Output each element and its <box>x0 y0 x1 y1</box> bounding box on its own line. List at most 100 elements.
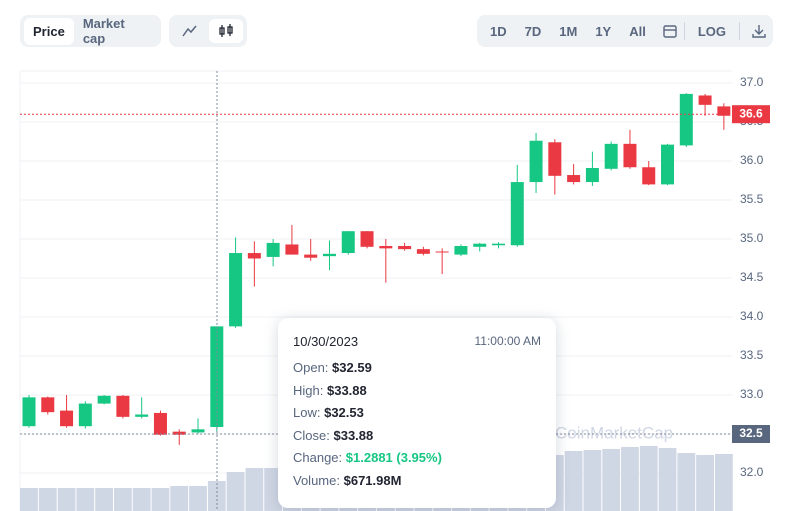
y-tick-label: 35.0 <box>740 231 764 245</box>
last-price-label: 36.6 <box>739 106 763 120</box>
candle-body <box>304 254 318 258</box>
volume-bar <box>714 453 733 511</box>
tooltip-row: Volume: $671.98M <box>293 473 401 488</box>
watermark: CoinMarketCap <box>555 423 673 442</box>
tooltip-row: Low: $32.53 <box>293 405 364 420</box>
volume-bar <box>151 487 170 511</box>
tooltip-row: Change: $1.2881 (3.95%) <box>293 450 442 465</box>
volume-bar <box>226 471 245 511</box>
tooltip-label: Open: <box>293 360 329 375</box>
tooltip-label: Volume: <box>293 472 340 488</box>
tooltip-label: Low: <box>293 405 321 420</box>
volume-bar <box>38 487 57 511</box>
candle-body <box>454 246 468 255</box>
sep <box>684 22 685 40</box>
candle-body <box>78 403 92 427</box>
candle-body <box>97 395 111 404</box>
y-tick-label: 34.5 <box>740 270 764 284</box>
candle-body <box>698 95 712 105</box>
candle-body <box>567 175 581 183</box>
volume-bar <box>20 487 38 511</box>
candle-body <box>172 431 186 435</box>
tooltip-value: $32.53 <box>324 405 364 420</box>
candle-body <box>22 397 36 427</box>
candle-body <box>266 242 280 257</box>
download-icon[interactable] <box>744 19 769 43</box>
y-tick-label: 35.5 <box>740 192 764 206</box>
tooltip-value: $33.88 <box>326 382 367 398</box>
range-button[interactable]: 7D <box>524 23 542 39</box>
candle-body <box>398 246 412 250</box>
y-tick-label: 33.0 <box>740 387 764 401</box>
candle-body <box>341 231 355 254</box>
candle-body <box>41 397 55 413</box>
candle-icon[interactable] <box>209 19 243 43</box>
tooltip-row: Close: $33.88 <box>293 428 373 443</box>
tooltip-value: $33.88 <box>333 427 374 443</box>
range-button[interactable]: 1D <box>490 23 507 39</box>
volume-bar <box>639 445 658 511</box>
candle-body <box>360 231 374 247</box>
range-button[interactable]: All <box>629 23 646 39</box>
candle-body <box>661 144 675 185</box>
volume-bar <box>677 452 696 511</box>
tooltip-row: High: $33.88 <box>293 383 367 398</box>
candle-body <box>135 414 149 417</box>
log-button[interactable]: LOG <box>697 23 727 39</box>
volume-bar <box>132 487 151 511</box>
tooltip-label: Change: <box>293 450 343 465</box>
volume-bar <box>170 486 189 511</box>
volume-bar <box>602 448 621 511</box>
candle-body <box>60 410 74 427</box>
candle-body <box>116 395 130 417</box>
volume-bar <box>245 467 264 511</box>
volume-bar <box>114 487 132 511</box>
volume-bar <box>696 454 714 511</box>
candle-body <box>229 253 243 327</box>
candle-body <box>492 243 505 246</box>
tooltip-time: 11:00:00 AM <box>474 334 542 348</box>
volume-bar <box>658 447 677 511</box>
candle-body <box>379 246 393 249</box>
candle-body <box>604 143 618 169</box>
volume-bar <box>264 467 283 511</box>
candle-body <box>679 93 693 146</box>
candle-body <box>623 143 637 168</box>
series-toggle: Price Market cap <box>20 15 161 47</box>
chart-style-toggle <box>169 15 247 47</box>
range-button[interactable]: 1Y <box>595 23 612 39</box>
line-icon[interactable] <box>173 19 205 43</box>
calendar-icon[interactable] <box>655 19 680 43</box>
y-tick-label: 37.0 <box>740 75 764 89</box>
tooltip: 10/30/2023 11:00:00 AM Open: $32.59 High:… <box>278 318 556 508</box>
sep <box>739 22 740 40</box>
volume-bar <box>76 487 95 511</box>
y-tick-label: 32.0 <box>740 465 764 479</box>
candle-body <box>548 142 562 176</box>
market-cap-button[interactable]: Market cap <box>82 16 125 46</box>
tooltip-label: Close: <box>293 427 330 443</box>
candle-body <box>416 249 430 254</box>
tooltip-value: $32.59 <box>332 360 372 375</box>
candle-body <box>153 412 167 435</box>
volume-bar <box>583 449 602 511</box>
y-tick-label: 33.5 <box>740 348 764 362</box>
volume-bar <box>57 487 76 511</box>
volume-bar <box>621 446 639 511</box>
crosshair-label: 32.5 <box>739 426 763 440</box>
price-button[interactable]: Price <box>24 17 74 45</box>
candle-body <box>473 243 487 247</box>
tooltip-label: High: <box>293 382 324 398</box>
tooltip-value: $671.98M <box>343 472 402 488</box>
candle-body <box>435 251 449 253</box>
volume-bar <box>189 486 207 511</box>
candle-body <box>510 182 524 246</box>
volume-bar <box>95 487 114 511</box>
volume-bar <box>564 450 583 511</box>
crosshair-label-bg <box>732 425 770 443</box>
range-toolbar: 1D 7D 1M 1Y All LOG <box>477 15 773 47</box>
y-tick-label: 34.0 <box>740 309 764 323</box>
candle-body <box>322 253 336 257</box>
range-button[interactable]: 1M <box>559 23 578 39</box>
